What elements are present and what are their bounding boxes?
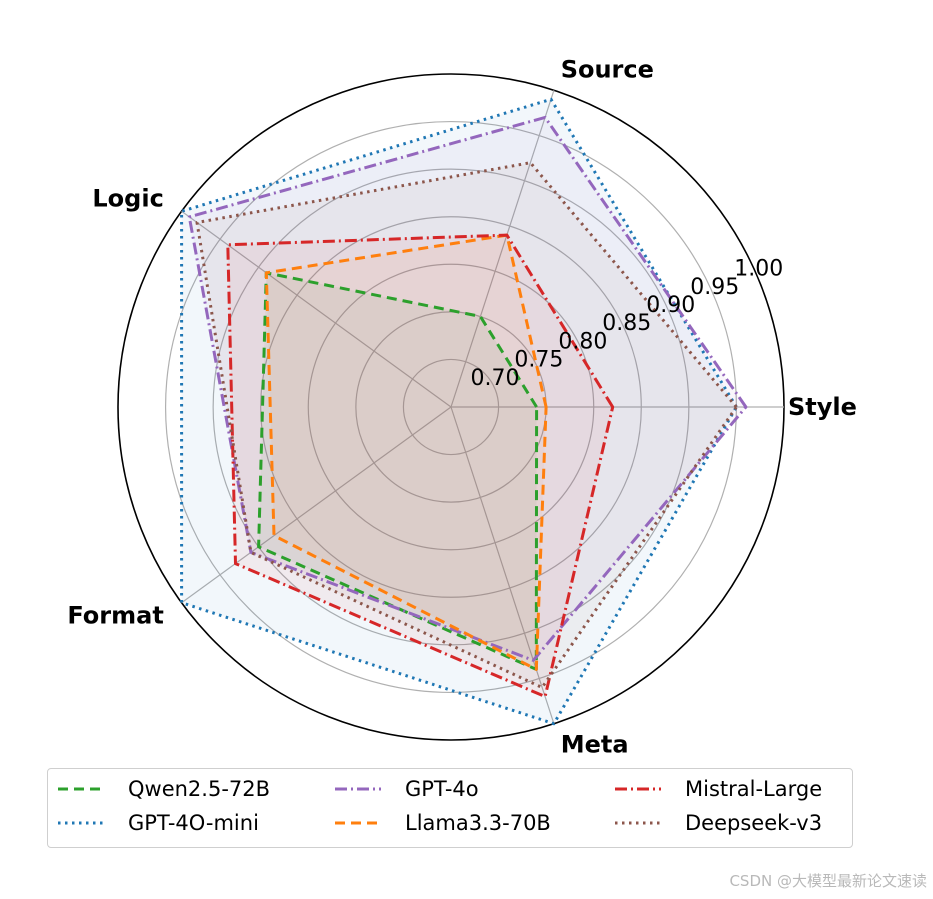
series-line <box>195 161 738 689</box>
radial-tick-label: 0.85 <box>602 311 651 336</box>
legend-item: GPT-4O-mini <box>56 811 259 835</box>
legend-swatch <box>58 787 104 791</box>
radial-tick-label: 0.90 <box>646 293 695 318</box>
legend-label: Deepseek-v3 <box>685 811 823 835</box>
series-line <box>226 233 615 699</box>
radial-tick-label: 0.70 <box>471 366 520 391</box>
series-fill <box>197 162 737 688</box>
legend-label: Mistral-Large <box>685 777 823 801</box>
legend-label: Qwen2.5-72B <box>128 777 271 801</box>
legend-item: Llama3.3-70B <box>333 811 551 835</box>
series-line <box>187 115 748 662</box>
spoke <box>450 406 555 724</box>
radial-tick-label: 0.95 <box>690 275 739 300</box>
radial-tick-label: 0.80 <box>558 329 607 354</box>
series-lines <box>180 97 748 726</box>
legend: Qwen2.5-72B GPT-4O-mini GPT-4o Llama3.3-70B… <box>47 768 853 848</box>
series-fill <box>266 235 547 670</box>
legend-swatch <box>615 787 661 791</box>
legend-swatch <box>615 821 661 825</box>
axis-label-source: Source <box>561 55 654 83</box>
spoke <box>181 210 452 408</box>
legend-item: GPT-4o <box>333 777 479 801</box>
legend-swatch <box>335 787 381 791</box>
radial-tick-label: 1.00 <box>734 257 783 282</box>
axis-label-style: Style <box>788 393 857 421</box>
series-fill <box>258 272 537 670</box>
legend-item: Mistral-Large <box>613 777 822 801</box>
legend-swatch <box>58 821 104 825</box>
series-line <box>180 97 738 726</box>
watermark: CSDN @大模型最新论文速读 <box>729 872 927 890</box>
radial-tick-label: 0.75 <box>514 348 563 373</box>
axis-label-meta: Meta <box>561 731 629 759</box>
spoke <box>450 90 555 408</box>
grid <box>117 73 785 741</box>
series-fill <box>189 117 746 661</box>
axis-label-logic: Logic <box>92 184 163 212</box>
legend-label: GPT-4O-mini <box>128 811 259 835</box>
legend-label: GPT-4o <box>405 777 479 801</box>
legend-item: Qwen2.5-72B <box>56 777 270 801</box>
legend-swatch <box>335 821 381 825</box>
series-fill <box>181 99 737 724</box>
spoke <box>181 406 452 604</box>
legend-label: Llama3.3-70B <box>405 811 551 835</box>
series-line <box>257 271 539 671</box>
axis-label-format: Format <box>67 602 163 630</box>
labels: 0.700.750.800.850.900.951.00 Style Source L… <box>67 55 857 758</box>
series-line <box>264 233 548 671</box>
legend-item: Deepseek-v3 <box>613 811 822 835</box>
series-fill <box>227 235 613 697</box>
series-fills <box>181 99 746 724</box>
